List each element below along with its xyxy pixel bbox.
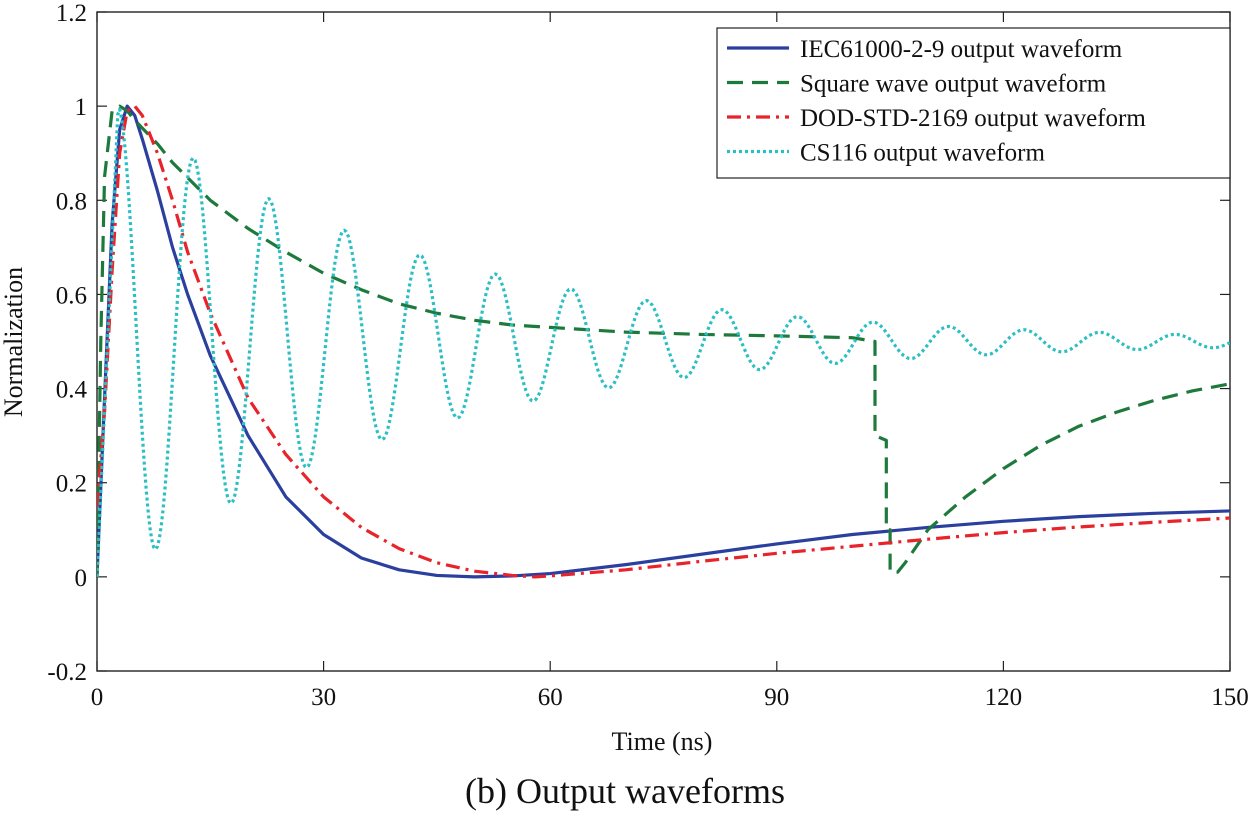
y-tick-label: -0.2 — [47, 659, 87, 686]
x-tick-label: 60 — [538, 684, 563, 711]
series-line-1 — [97, 104, 1230, 579]
series-line-4 — [97, 107, 1230, 577]
series-layer — [97, 104, 1230, 579]
figure-caption: (b) Output waveforms — [465, 771, 785, 811]
x-tick-label: 0 — [91, 684, 104, 711]
legend: IEC61000-2-9 output waveform Square wave … — [716, 27, 1231, 179]
y-tick-label: 0 — [75, 565, 88, 592]
y-tick-label: 0.6 — [56, 282, 87, 309]
x-tick-label: 120 — [985, 684, 1023, 711]
legend-label: DOD-STD-2169 output waveform — [800, 105, 1146, 132]
x-tick-label: 90 — [764, 684, 789, 711]
line-chart: -0.200.20.40.60.811.2 0 30 60 90 120 150 Time… — [0, 0, 1249, 756]
legend-box — [716, 27, 1231, 179]
y-tick-label: 1 — [75, 94, 88, 121]
x-axis-label: Time (ns) — [612, 727, 713, 756]
y-tick-label: 0.8 — [56, 188, 87, 215]
y-axis-label: Normalization — [0, 267, 28, 417]
x-tick-label: 30 — [311, 684, 336, 711]
x-axis: 0 30 60 90 120 150 — [91, 12, 1249, 711]
y-tick-label: 1.2 — [56, 0, 87, 27]
plot-area — [96, 11, 1231, 672]
y-tick-label: 0.4 — [56, 377, 88, 404]
legend-label: Square wave output waveform — [800, 71, 1107, 98]
y-axis: -0.2 0 0.2 0.4 0.6 0.8 1 1.2 — [47, 0, 1230, 686]
plot-border — [96, 11, 1231, 672]
legend-label: CS116 output waveform — [800, 140, 1045, 167]
y-tick-label: 0.2 — [56, 471, 87, 498]
legend-label: IEC61000-2-9 output waveform — [800, 36, 1123, 63]
x-tick-label: 150 — [1211, 684, 1249, 711]
